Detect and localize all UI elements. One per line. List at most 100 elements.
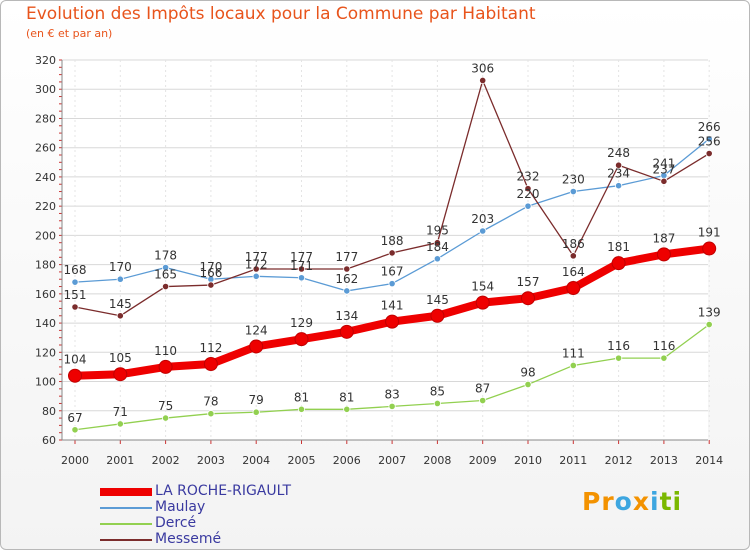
data-label: 168: [64, 263, 87, 277]
legend-swatch: [100, 539, 152, 541]
data-label: 78: [203, 395, 218, 409]
data-point: [297, 405, 306, 413]
x-tick-label: 2013: [650, 454, 678, 467]
data-label: 111: [562, 346, 585, 360]
data-label: 188: [381, 234, 404, 248]
y-tick-label: 140: [35, 317, 56, 330]
data-point: [388, 402, 396, 410]
data-label: 145: [426, 293, 449, 307]
data-point: [705, 149, 713, 158]
data-label: 154: [471, 280, 494, 294]
y-tick-label: 300: [35, 83, 56, 96]
data-point: [614, 182, 623, 190]
data-point: [566, 281, 581, 295]
chart-title: Evolution des Impôts locaux pour la Comm…: [26, 4, 536, 24]
logo-part: Pr: [582, 487, 615, 516]
plot-area: [62, 60, 708, 440]
data-label: 203: [471, 212, 494, 226]
data-point: [113, 367, 128, 382]
logo-part: o: [614, 487, 633, 516]
data-label: 116: [607, 339, 630, 353]
data-point: [660, 177, 668, 185]
data-point: [479, 396, 487, 405]
data-point: [521, 291, 535, 306]
data-label: 157: [517, 275, 540, 289]
y-tick-label: 180: [35, 259, 56, 272]
data-point: [116, 275, 124, 283]
data-label: 98: [520, 365, 535, 379]
data-label: 248: [607, 146, 630, 160]
data-point: [162, 263, 170, 272]
data-label: 145: [109, 297, 132, 311]
axes: 60 80 100 120 140 160 180 200 220 240 260 280 300 320…: [35, 54, 723, 467]
x-tick-label: 2012: [605, 454, 633, 467]
data-label: 177: [245, 250, 268, 264]
data-label: 241: [652, 156, 675, 170]
data-label: 256: [698, 135, 721, 149]
data-label: 162: [335, 272, 358, 286]
data-point: [524, 185, 532, 193]
data-point: [385, 314, 400, 329]
legend-swatch: [100, 507, 152, 509]
data-label: 195: [426, 224, 449, 238]
data-label: 105: [109, 351, 132, 365]
data-point: [68, 368, 82, 383]
data-point: [71, 303, 79, 311]
x-tick-label: 2014: [695, 454, 723, 467]
data-point: [569, 187, 577, 196]
data-point: [656, 247, 671, 262]
data-label: 306: [471, 61, 494, 75]
x-tick-label: 2010: [514, 454, 542, 467]
x-tick-label: 2004: [242, 454, 270, 467]
data-label: 85: [430, 384, 445, 398]
x-tick-label: 2007: [378, 454, 406, 467]
data-point: [479, 76, 487, 85]
data-point: [569, 252, 577, 260]
data-point: [433, 255, 441, 263]
legend-label: LA ROCHE-RIGAULT: [155, 483, 292, 499]
data-point: [252, 265, 260, 273]
data-label: 177: [290, 250, 313, 264]
data-label: 170: [109, 260, 132, 274]
legend-swatch: [100, 523, 152, 525]
data-point: [162, 414, 170, 422]
x-tick-label: 2000: [61, 454, 89, 467]
data-label: 79: [249, 393, 264, 407]
data-point: [207, 281, 215, 289]
data-point: [162, 282, 170, 291]
data-label: 191: [698, 226, 721, 240]
data-point: [203, 357, 218, 371]
data-point: [388, 280, 396, 288]
data-point: [430, 308, 445, 323]
legend-swatch: [100, 488, 152, 496]
data-label: 170: [199, 260, 222, 274]
x-tick-label: 2011: [559, 454, 587, 467]
data-label: 237: [652, 162, 675, 176]
data-point: [524, 380, 532, 389]
chart-subtitle: (en € et par an): [26, 27, 113, 40]
data-point: [475, 295, 490, 310]
data-point: [116, 312, 124, 320]
x-tick-label: 2008: [423, 454, 451, 467]
legend-label: Dercé: [155, 515, 197, 531]
series-layer: [68, 76, 717, 434]
data-point: [249, 339, 264, 354]
data-label: 124: [245, 323, 268, 337]
data-label: 184: [426, 240, 449, 254]
data-label: 164: [562, 265, 585, 279]
data-label: 71: [113, 405, 128, 419]
logo-part: ti: [659, 487, 683, 516]
x-tick-label: 2003: [197, 454, 225, 467]
y-tick-label: 160: [35, 288, 56, 301]
grid: [62, 59, 710, 441]
x-tick-label: 2009: [469, 454, 497, 467]
data-point: [252, 272, 260, 280]
data-point: [71, 278, 79, 286]
y-tick-label: 100: [35, 376, 56, 389]
data-label: 134: [335, 309, 358, 323]
data-label: 116: [652, 339, 675, 353]
data-point: [343, 287, 351, 295]
data-point: [705, 135, 713, 143]
data-point: [343, 265, 351, 273]
